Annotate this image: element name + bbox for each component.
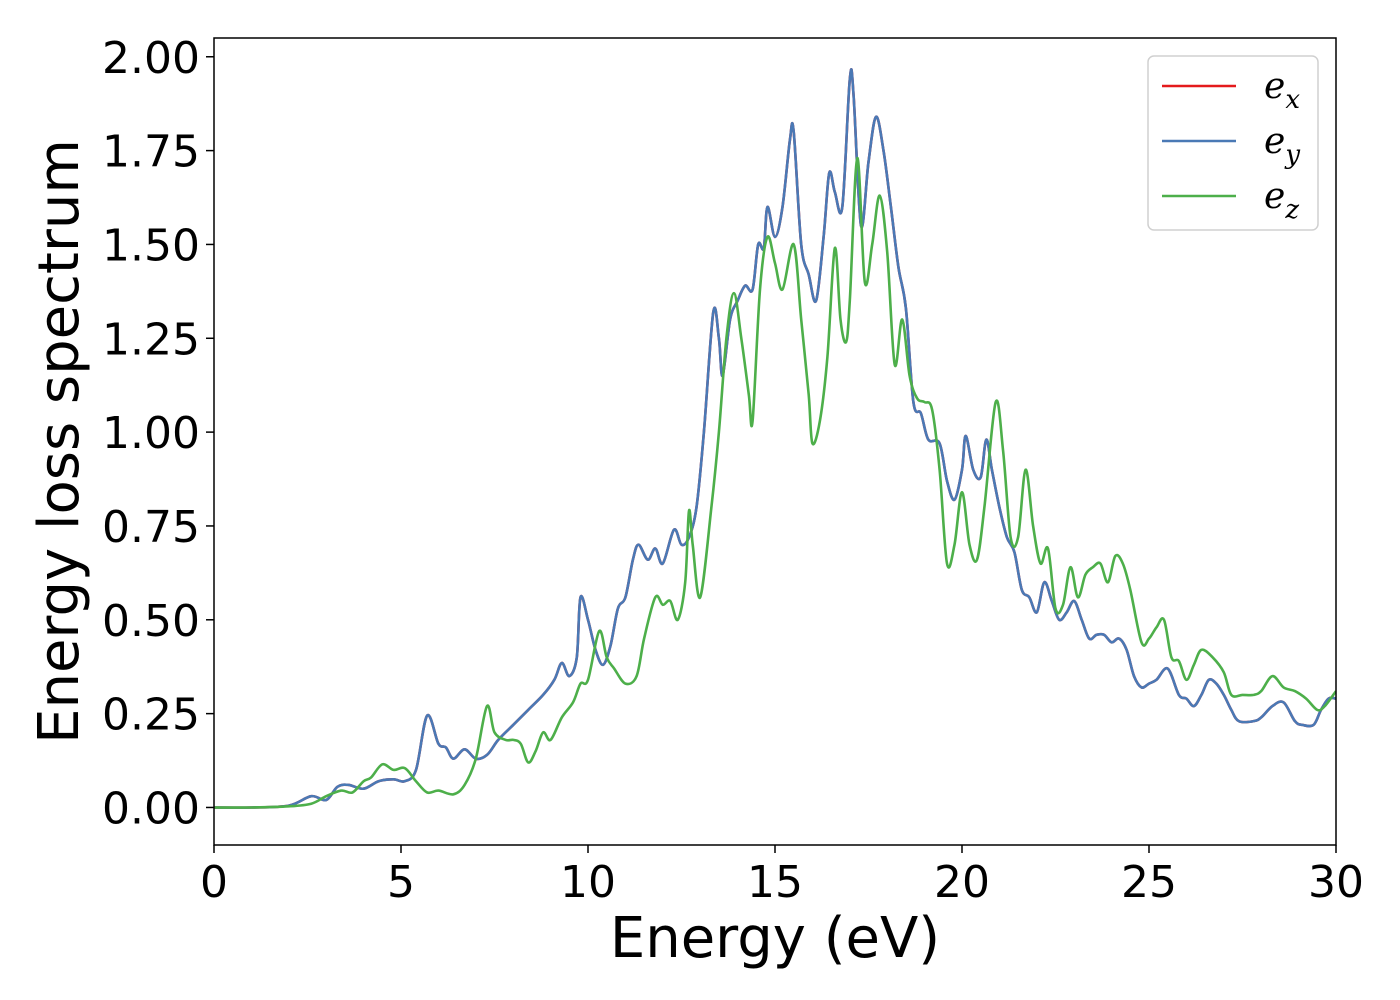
y-tick-label: 1.75 <box>102 127 200 178</box>
x-tick-label: 10 <box>560 857 616 908</box>
legend-label-z: ez <box>1264 176 1299 225</box>
y-tick-label: 1.25 <box>102 314 200 365</box>
x-tick-label: 25 <box>1121 857 1177 908</box>
legend-label-x: ex <box>1264 66 1300 115</box>
x-tick-label: 0 <box>200 857 228 908</box>
y-axis: 0.00 0.25 0.50 0.75 1.00 1.25 1.50 1.75 2.00 <box>102 33 214 834</box>
x-tick-label: 20 <box>934 857 990 908</box>
x-axis: 0 5 10 15 20 25 30 <box>200 845 1364 908</box>
y-tick-label: 0.50 <box>102 596 200 647</box>
y-tick-label: 0.25 <box>102 690 200 741</box>
y-tick-label: 1.00 <box>102 408 200 459</box>
x-axis-label: Energy (eV) <box>610 906 940 971</box>
legend: ex ey ez <box>1147 55 1319 231</box>
x-tick-label: 15 <box>747 857 803 908</box>
x-tick-label: 30 <box>1308 857 1364 908</box>
series-line-z <box>214 156 1336 809</box>
y-tick-label: 0.75 <box>102 502 200 553</box>
y-tick-label: 2.00 <box>102 33 200 84</box>
y-tick-label: 0.00 <box>102 783 200 834</box>
y-axis-label: Energy loss spectrum <box>27 139 92 744</box>
series-line-y <box>214 68 1336 809</box>
y-tick-label: 1.50 <box>102 220 200 271</box>
legend-box <box>1147 55 1319 231</box>
legend-label-y: ey <box>1264 121 1300 170</box>
plot-layer <box>214 68 1336 809</box>
x-tick-label: 5 <box>387 857 415 908</box>
